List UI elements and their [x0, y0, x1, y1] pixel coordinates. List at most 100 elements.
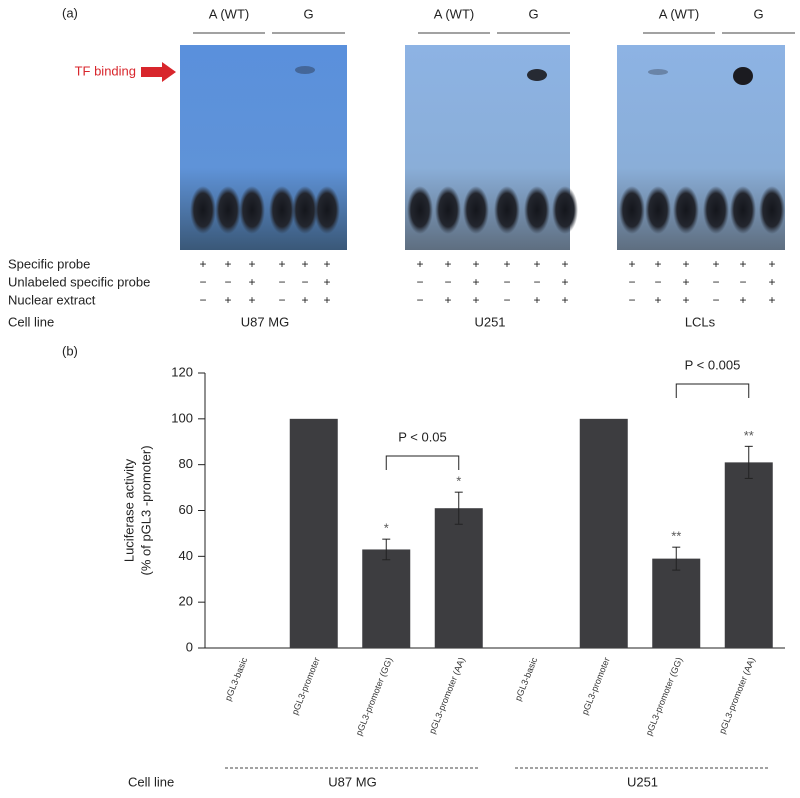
group-label: U251	[627, 774, 658, 789]
gel-lane-blob	[463, 186, 489, 234]
lane-sign: +	[444, 293, 451, 307]
y-tick-label: 100	[171, 410, 193, 425]
lane-group-header: G	[528, 6, 538, 21]
lane-sign: −	[199, 293, 206, 307]
x-tick-label: pGL3-promoter	[580, 656, 612, 716]
gel-lane-blob	[269, 186, 295, 234]
significance-mark: *	[456, 474, 461, 489]
lane-sign: +	[768, 257, 775, 271]
lane-group-header: G	[303, 6, 313, 21]
lane-sign: +	[472, 257, 479, 271]
gel-lane-blob	[239, 186, 265, 234]
panel-label: (b)	[62, 343, 78, 358]
gel-lane-blob	[292, 186, 318, 234]
y-axis-title: (% of pGL3 -promoter)	[138, 445, 153, 575]
lane-sign: −	[416, 293, 423, 307]
row-label: Unlabeled specific probe	[8, 274, 150, 289]
error-bar	[672, 546, 681, 571]
gel-lane-blob	[435, 186, 461, 234]
y-tick-label: 20	[179, 594, 193, 609]
gel-lane-blob	[314, 186, 340, 234]
lane-sign: +	[561, 275, 568, 289]
cell-line-label: LCLs	[685, 314, 716, 329]
x-tick-label: pGL3-basic	[223, 655, 250, 702]
lane-sign: −	[199, 275, 206, 289]
error-bar	[454, 491, 463, 525]
lane-sign: −	[628, 293, 635, 307]
lane-sign: −	[503, 275, 510, 289]
lane-sign: +	[628, 257, 635, 271]
comparison-bracket	[385, 455, 460, 470]
lane-sign: +	[739, 293, 746, 307]
lane-sign: +	[739, 257, 746, 271]
lane-sign: +	[301, 257, 308, 271]
lane-sign: −	[628, 275, 635, 289]
lane-sign: +	[533, 293, 540, 307]
lane-sign: +	[682, 275, 689, 289]
x-tick-label: pGL3-promoter (AA)	[717, 656, 757, 735]
bar	[434, 508, 483, 648]
row-label: Cell line	[8, 314, 54, 329]
gel-lane-blob	[494, 186, 520, 234]
significance-mark: **	[671, 529, 681, 544]
x-tick-label: pGL3-promoter	[290, 656, 322, 716]
x-tick-label: pGL3-promoter (GG)	[644, 656, 685, 737]
lane-sign: +	[768, 293, 775, 307]
gel-lane-blob	[759, 186, 785, 234]
lane-sign: +	[654, 293, 661, 307]
comparison-label: P < 0.005	[685, 357, 741, 372]
gel-lane-blob	[645, 186, 671, 234]
arrow	[141, 62, 176, 82]
lane-sign: +	[712, 257, 719, 271]
lane-sign: −	[416, 275, 423, 289]
y-tick-label: 120	[171, 364, 193, 379]
lane-sign: +	[561, 257, 568, 271]
gel-band	[527, 69, 547, 81]
lane-sign: +	[248, 257, 255, 271]
gel-lane-blob	[730, 186, 756, 234]
bar	[724, 462, 773, 648]
group-label: U87 MG	[328, 774, 376, 789]
lane-sign: −	[301, 275, 308, 289]
gel-image	[617, 45, 785, 250]
lane-sign: +	[301, 293, 308, 307]
gel-lane-blob	[215, 186, 241, 234]
lane-sign: +	[248, 293, 255, 307]
gel-lane-blob	[552, 186, 578, 234]
lane-group-header: A (WT)	[209, 6, 249, 21]
lane-sign: +	[472, 293, 479, 307]
lane-sign: +	[503, 257, 510, 271]
lane-sign: +	[199, 257, 206, 271]
lane-sign: +	[278, 257, 285, 271]
lane-sign: +	[323, 275, 330, 289]
panel-a: (a) TF binding Specific probe Unlabeled spe…	[8, 5, 795, 329]
significance-mark: **	[744, 428, 754, 443]
lane-sign: −	[503, 293, 510, 307]
lane-sign: −	[278, 293, 285, 307]
lane-sign: −	[739, 275, 746, 289]
lane-sign: +	[768, 275, 775, 289]
lane-sign: −	[654, 275, 661, 289]
y-tick-label: 80	[179, 456, 193, 471]
gel-lane-blob	[619, 186, 645, 234]
panel-b: (b) Luciferase activity (% of pGL3 -promot…	[62, 343, 785, 789]
y-tick-label: 40	[179, 548, 193, 563]
comparison-label: P < 0.05	[398, 429, 447, 444]
bar	[289, 418, 338, 648]
gel-lane-blob	[673, 186, 699, 234]
gel-band	[733, 67, 753, 85]
lane-sign: −	[712, 275, 719, 289]
bar	[579, 418, 628, 648]
x-tick-label: pGL3-promoter (AA)	[427, 656, 467, 735]
error-bar	[382, 538, 391, 561]
lane-sign: −	[444, 275, 451, 289]
lane-sign: +	[248, 275, 255, 289]
group-axis-title: Cell line	[128, 774, 174, 789]
error-bar	[744, 445, 753, 479]
arrow-label: TF binding	[75, 63, 136, 78]
y-tick-label: 60	[179, 502, 193, 517]
row-label: Specific probe	[8, 256, 90, 271]
lane-sign: +	[444, 257, 451, 271]
x-tick-label: pGL3-promoter (GG)	[354, 656, 395, 737]
